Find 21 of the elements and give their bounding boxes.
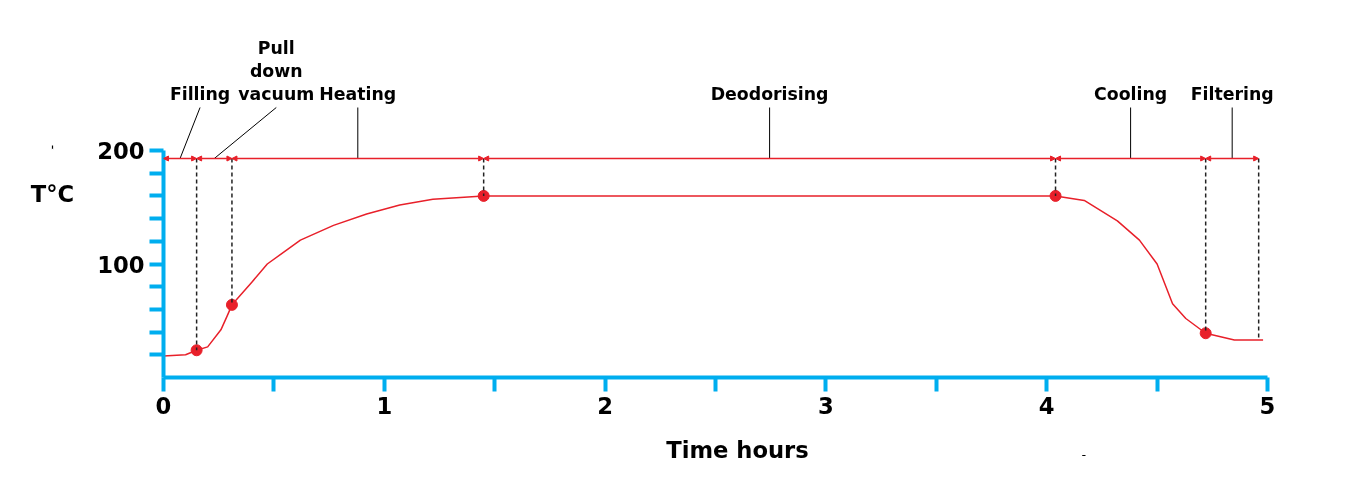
point <box>1199 327 1212 340</box>
text: Deodorising <box>710 83 829 104</box>
text: Cooling <box>1094 83 1168 104</box>
point <box>477 189 490 202</box>
x-axis-title: Time hours <box>666 436 809 463</box>
point <box>225 298 238 311</box>
x-tick-label: 3 <box>818 392 834 419</box>
y-tick-label: 100 <box>97 251 145 278</box>
x-tick-label: 2 <box>597 392 613 419</box>
text: Heating <box>319 83 397 104</box>
x-tick-label: 0 <box>155 392 172 419</box>
point <box>190 344 203 357</box>
y-tick-label: 200 <box>97 138 145 164</box>
x-tick-label: 5 <box>1259 392 1276 419</box>
x-tick-label: 4 <box>1038 392 1055 419</box>
point <box>1049 189 1062 202</box>
text: Pull down vacuum <box>238 37 315 104</box>
text: Filtering <box>1190 83 1274 104</box>
x-tick-label: 1 <box>376 392 393 419</box>
text: Filling <box>169 83 231 104</box>
y-axis-title: T°C <box>30 181 75 207</box>
